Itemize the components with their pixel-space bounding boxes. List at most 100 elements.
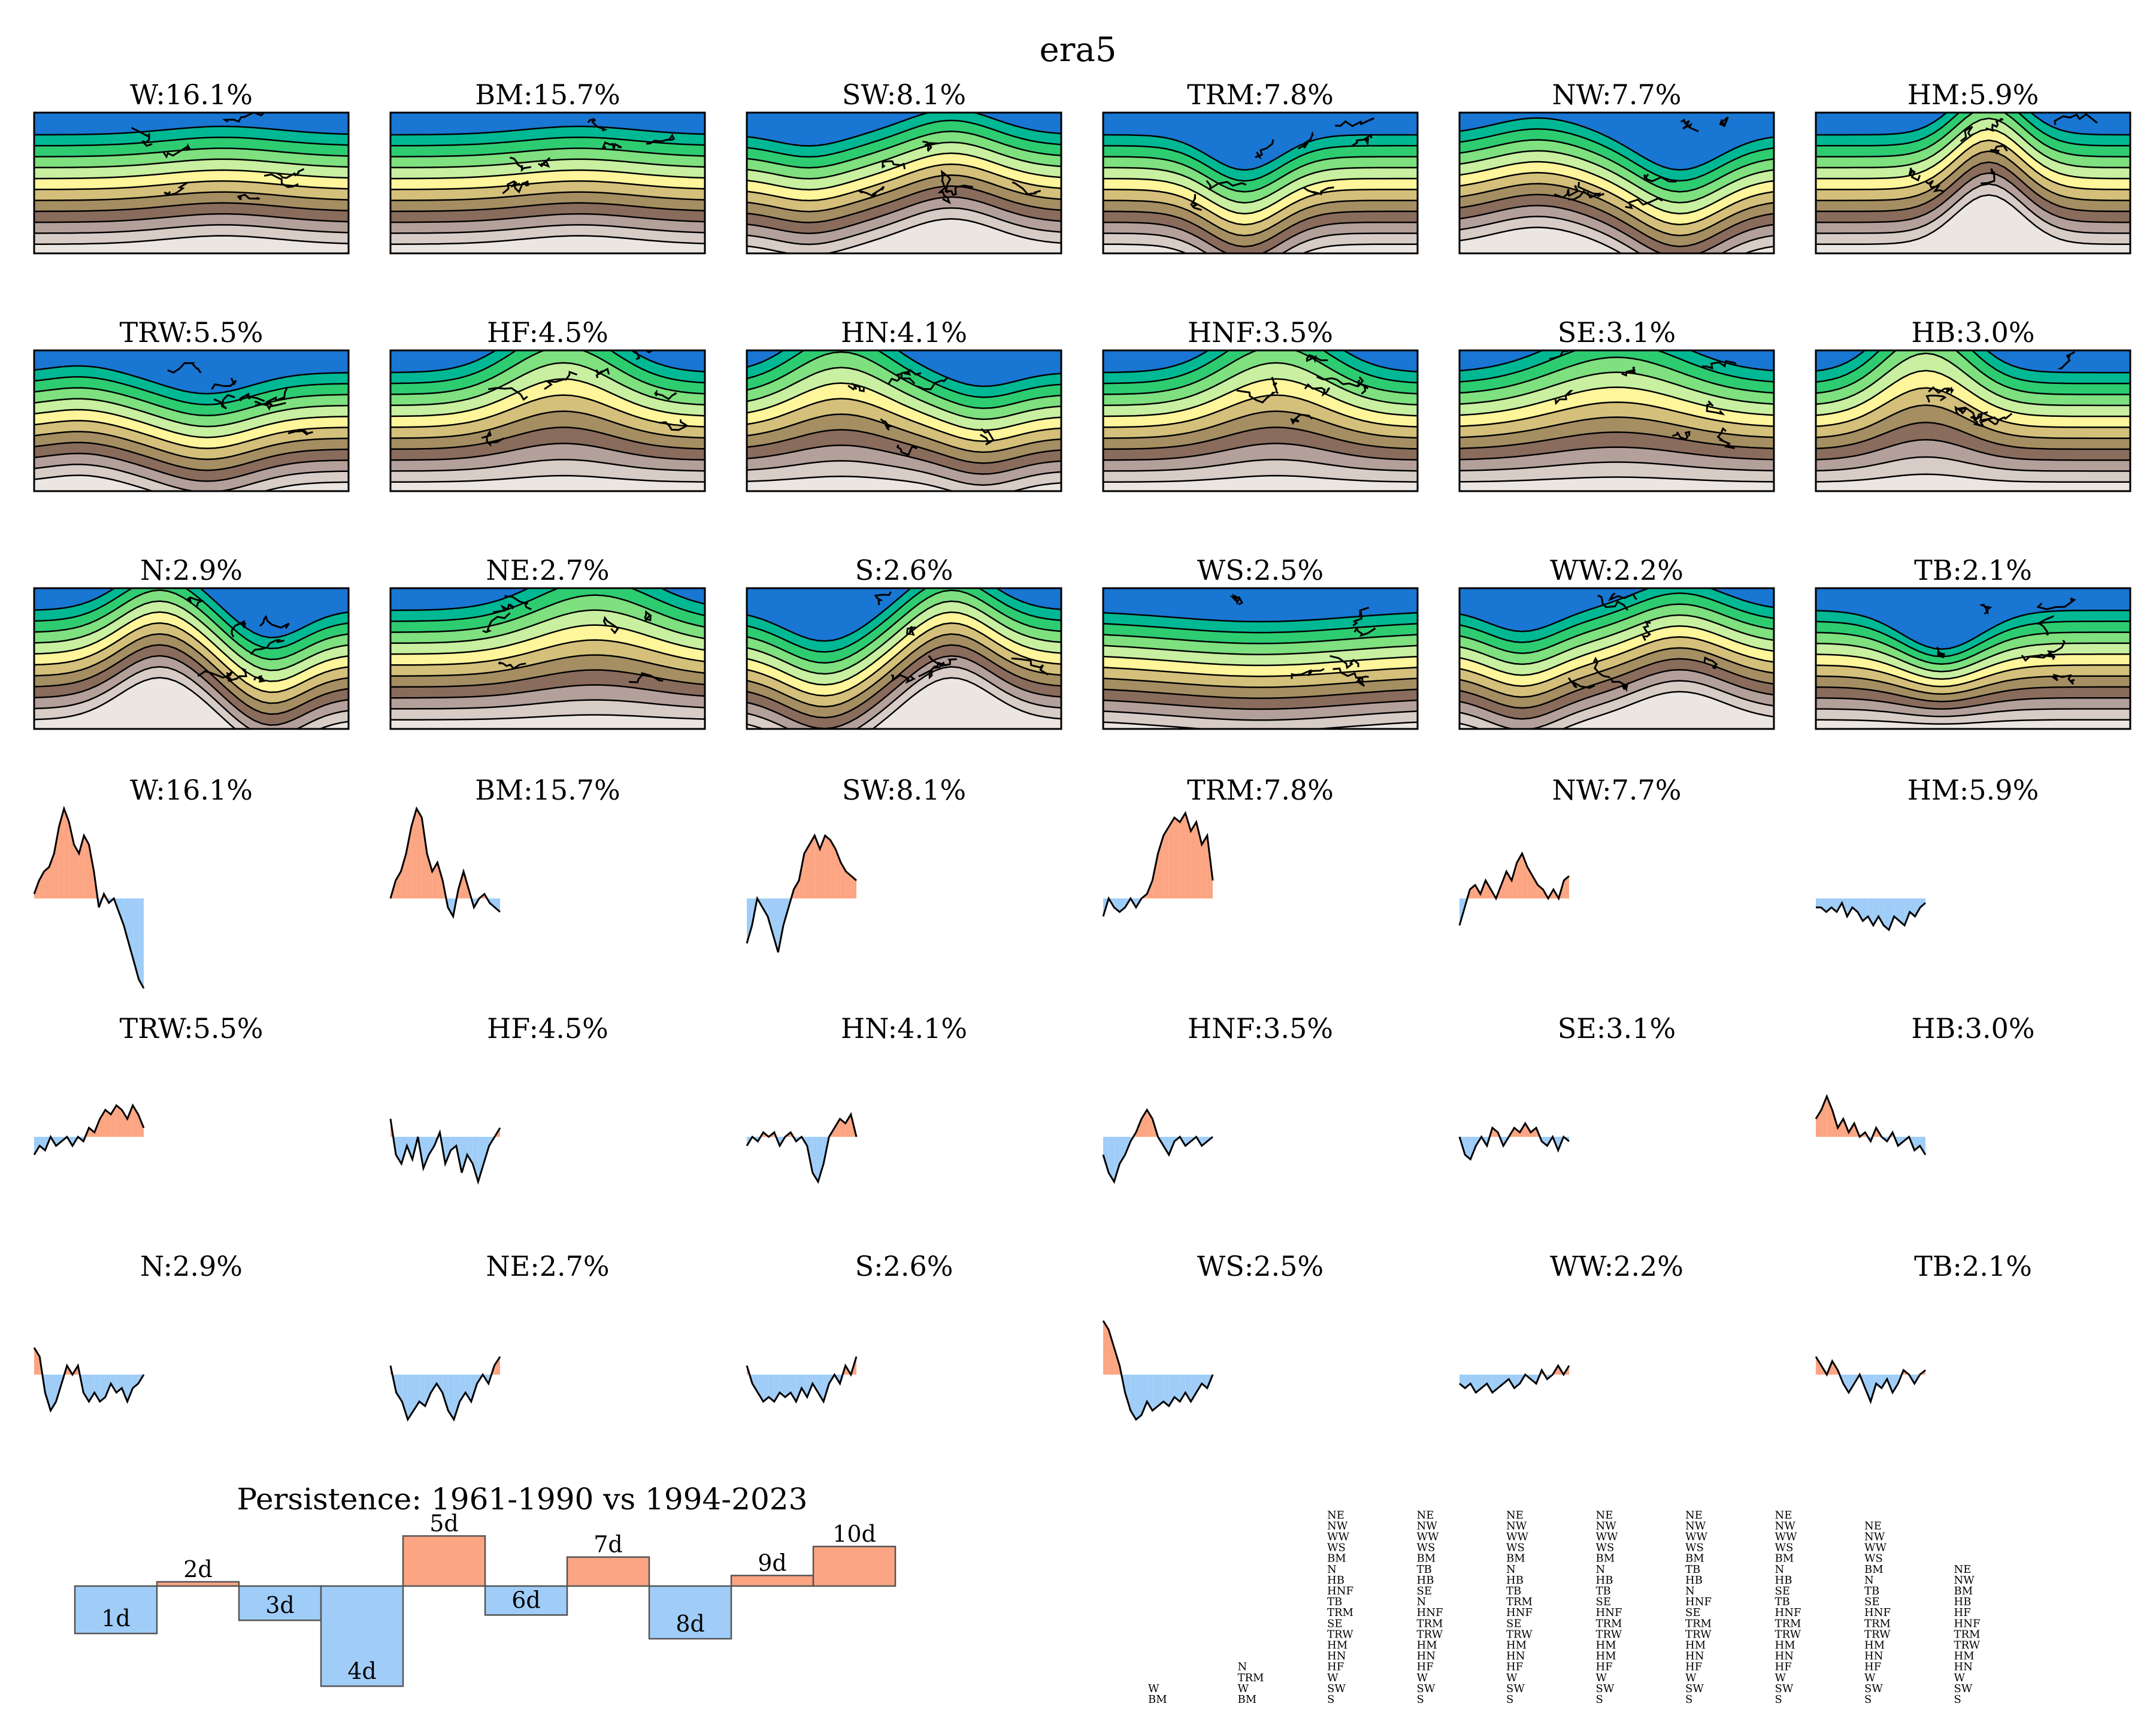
type-entry: HNF <box>1417 1606 1443 1619</box>
type-entry: HB <box>1685 1574 1703 1587</box>
type-entry: SW <box>1417 1682 1436 1695</box>
series-line <box>389 1118 501 1185</box>
persistence-bar-label: 2d <box>183 1556 213 1582</box>
map-panel: BM:15.7% <box>389 78 706 255</box>
type-entry: NE <box>1506 1509 1524 1521</box>
type-entry: W <box>1685 1672 1697 1684</box>
type-entry: WW <box>1417 1531 1440 1544</box>
type-entry: NW <box>1506 1520 1527 1532</box>
type-entry: HM <box>1596 1639 1616 1652</box>
series-panel: HB:3.0% <box>1815 1012 2035 1155</box>
type-entry: TB <box>1685 1563 1700 1576</box>
type-entry: HF <box>1954 1606 1971 1619</box>
anomaly-series-grid: W:16.1% BM:15.7% SW:8.1% TRM:7.8% NW:7.7% HM:… <box>33 774 2039 1422</box>
type-entry: BM <box>1954 1585 1973 1597</box>
persistence-bar <box>484 1585 568 1616</box>
persistence-bar <box>730 1575 814 1587</box>
type-entry: TB <box>1327 1596 1342 1608</box>
map-panel-title: WS:2.5% <box>1197 554 1324 586</box>
type-entry: TB <box>1775 1596 1790 1608</box>
type-entry: W <box>1864 1672 1876 1684</box>
persistence-bar-label: 1d <box>101 1605 131 1632</box>
series-panel-title: HNF:3.5% <box>1188 1012 1333 1045</box>
type-entry: HF <box>1596 1661 1613 1673</box>
type-entry: S <box>1775 1693 1782 1706</box>
type-entry: NW <box>1685 1520 1706 1532</box>
type-entry: HM <box>1506 1639 1527 1652</box>
persistence-chart: Persistence: 1961-1990 vs 1994-2023 1d 2d… <box>74 1482 897 1687</box>
type-entry: TRM <box>1864 1617 1891 1630</box>
series-panel-title: SE:3.1% <box>1558 1012 1676 1045</box>
type-entry: TRW <box>1596 1628 1622 1641</box>
type-entry: HM <box>1775 1639 1795 1652</box>
type-entry: WW <box>1685 1531 1708 1544</box>
map-panel-title: HB:3.0% <box>1911 316 2034 349</box>
type-entry: TRW <box>1417 1628 1443 1641</box>
type-entry: HNF <box>1775 1606 1801 1619</box>
type-entry: HB <box>1506 1574 1524 1587</box>
persistence-bar <box>566 1556 650 1587</box>
series-line <box>1102 1108 1213 1184</box>
type-entry: HN <box>1685 1650 1704 1663</box>
type-entry: TRW <box>1864 1628 1891 1641</box>
type-entry: NW <box>1327 1520 1348 1532</box>
type-entry: TRW <box>1506 1628 1533 1641</box>
type-entry: HNF <box>1596 1606 1622 1619</box>
type-entry: S <box>1506 1693 1513 1706</box>
map-panel-title: HNF:3.5% <box>1188 316 1333 349</box>
type-entry: N <box>1238 1661 1247 1673</box>
type-entry: WW <box>1327 1531 1350 1544</box>
series-line <box>1815 1356 1926 1405</box>
type-entry: HM <box>1954 1650 1975 1663</box>
series-panel: W:16.1% <box>33 774 253 989</box>
persistence-bar-label: 6d <box>511 1587 541 1613</box>
type-entry: SE <box>1327 1617 1342 1630</box>
series-line <box>1815 1094 1927 1155</box>
type-entry: WS <box>1864 1552 1883 1565</box>
type-entry: HM <box>1417 1639 1437 1652</box>
type-entry: S <box>1685 1693 1692 1706</box>
type-entry: NW <box>1596 1520 1617 1532</box>
series-line <box>1458 1121 1570 1161</box>
type-entry: TRM <box>1685 1617 1712 1630</box>
map-panel: HNF:3.5% <box>1102 316 1419 492</box>
persistence-bar-label: 10d <box>832 1521 876 1547</box>
type-entry: WS <box>1596 1542 1615 1554</box>
type-entry: NW <box>1417 1520 1438 1532</box>
series-panel: SE:3.1% <box>1458 1012 1676 1161</box>
type-entry: HM <box>1327 1639 1348 1652</box>
persistence-bar-label: 4d <box>347 1658 377 1684</box>
type-entry: W <box>1506 1672 1518 1684</box>
series-panel: TB:2.1% <box>1815 1250 2032 1405</box>
series-panel-title: HM:5.9% <box>1907 774 2039 806</box>
series-line <box>33 806 145 989</box>
map-panel-title: S:2.6% <box>855 554 953 586</box>
map-panel-title: NW:7.7% <box>1552 78 1682 111</box>
persistence-bar-label: 9d <box>758 1550 787 1576</box>
series-panel-title: WW:2.2% <box>1550 1250 1683 1282</box>
type-entry: HN <box>1506 1650 1525 1663</box>
persistence-title: Persistence: 1961-1990 vs 1994-2023 <box>237 1482 808 1517</box>
type-entry: HF <box>1417 1661 1434 1673</box>
type-entry: TB <box>1596 1585 1611 1597</box>
type-entry: BM <box>1596 1552 1615 1565</box>
type-entry: TRM <box>1417 1617 1443 1630</box>
type-entry: WW <box>1506 1531 1529 1544</box>
type-entry: HN <box>1775 1650 1794 1663</box>
type-entry: HNF <box>1954 1617 1981 1630</box>
type-entry: S <box>1327 1693 1334 1706</box>
type-entry: WW <box>1775 1531 1798 1544</box>
series-line <box>1102 1320 1214 1421</box>
map-panel-title: HN:4.1% <box>841 316 967 349</box>
type-entry: TRM <box>1506 1596 1533 1608</box>
series-panel: HF:4.5% <box>389 1012 608 1185</box>
type-entry: SE <box>1685 1606 1700 1619</box>
persistence-bar <box>74 1585 158 1635</box>
map-panel: S:2.6% <box>746 554 1062 730</box>
type-entry: TB <box>1506 1585 1521 1597</box>
map-panel-title: SE:3.1% <box>1558 316 1676 349</box>
type-entry: HB <box>1327 1574 1345 1587</box>
map-panel: SW:8.1% <box>746 78 1062 255</box>
